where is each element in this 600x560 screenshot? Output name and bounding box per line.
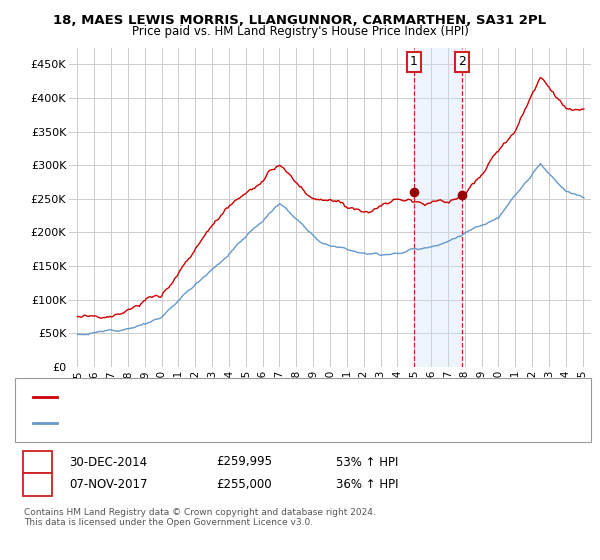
Text: 18, MAES LEWIS MORRIS, LLANGUNNOR, CARMARTHEN, SA31 2PL (detached house): 18, MAES LEWIS MORRIS, LLANGUNNOR, CARMA… [63, 392, 501, 402]
Text: HPI: Average price, detached house, Carmarthenshire: HPI: Average price, detached house, Carm… [63, 418, 344, 428]
Text: 18, MAES LEWIS MORRIS, LLANGUNNOR, CARMARTHEN, SA31 2PL: 18, MAES LEWIS MORRIS, LLANGUNNOR, CARMA… [53, 14, 547, 27]
Text: 07-NOV-2017: 07-NOV-2017 [69, 478, 148, 491]
Text: 1: 1 [33, 455, 41, 469]
Text: £259,995: £259,995 [216, 455, 272, 469]
Text: 53% ↑ HPI: 53% ↑ HPI [336, 455, 398, 469]
Text: 1: 1 [410, 55, 418, 68]
Text: Contains HM Land Registry data © Crown copyright and database right 2024.
This d: Contains HM Land Registry data © Crown c… [24, 508, 376, 528]
Text: 30-DEC-2014: 30-DEC-2014 [69, 455, 147, 469]
Text: 2: 2 [458, 55, 466, 68]
Bar [414, 48, 462, 367]
Bar [574, 48, 591, 367]
Text: 2: 2 [33, 478, 41, 491]
Text: £255,000: £255,000 [216, 478, 272, 491]
Text: Price paid vs. HM Land Registry's House Price Index (HPI): Price paid vs. HM Land Registry's House … [131, 25, 469, 38]
Text: 36% ↑ HPI: 36% ↑ HPI [336, 478, 398, 491]
